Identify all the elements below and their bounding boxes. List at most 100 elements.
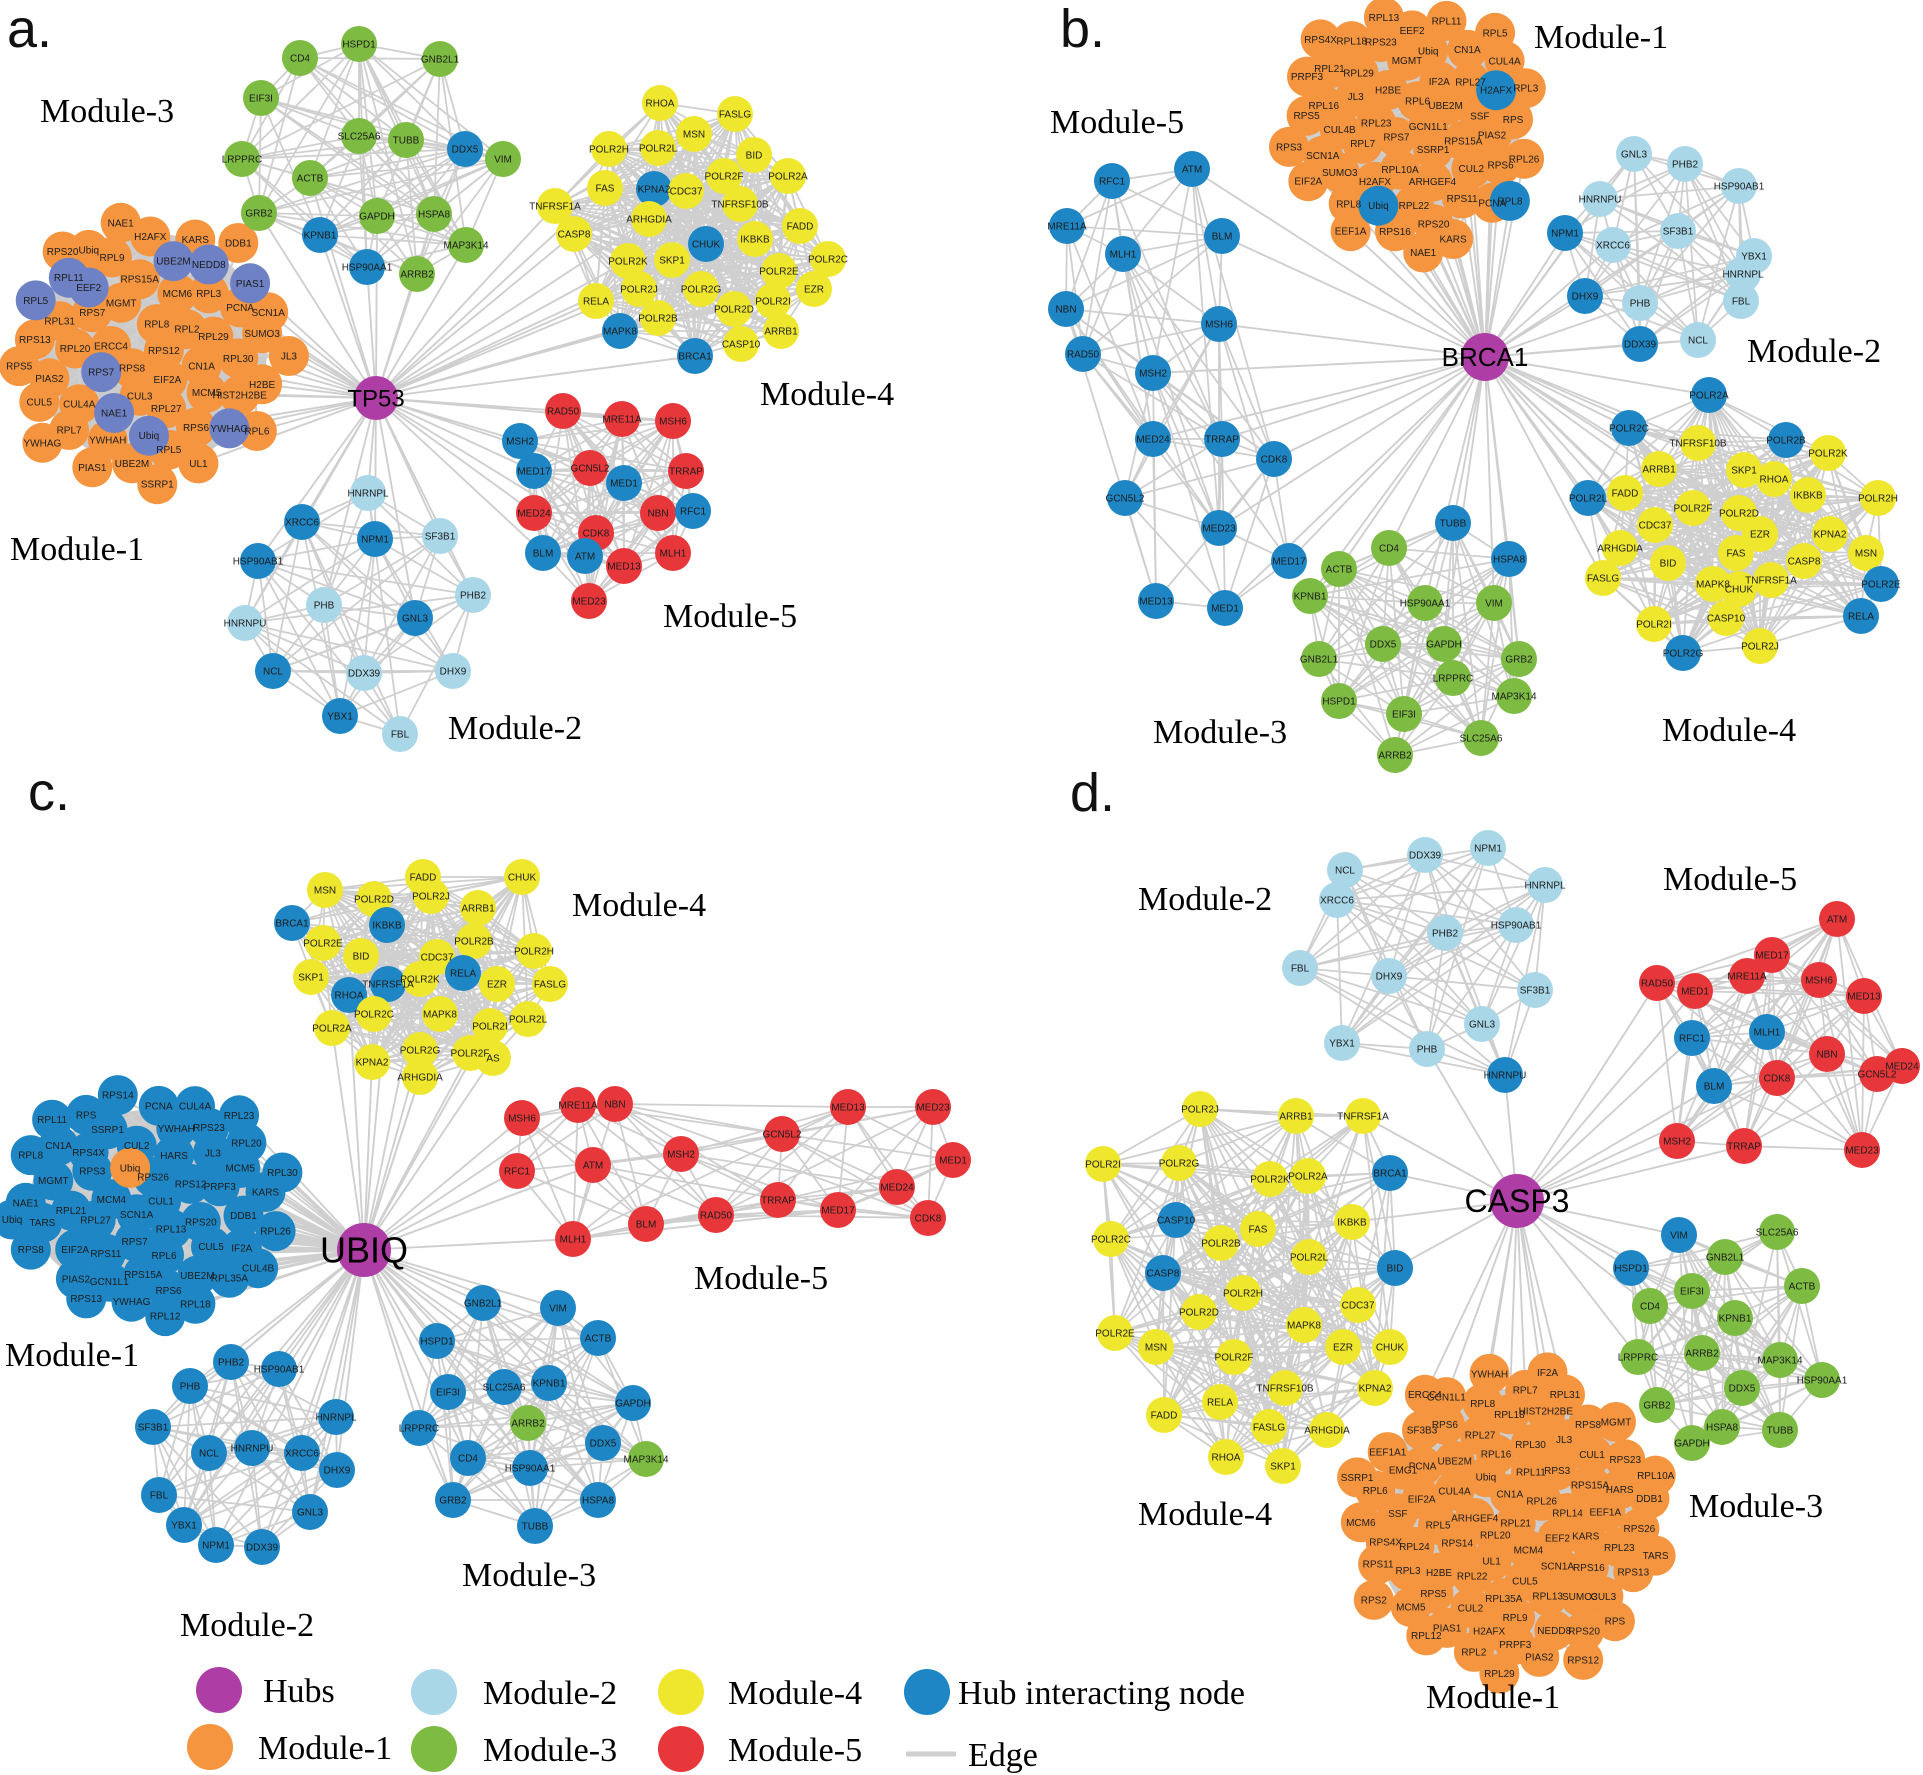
svg-text:EZR: EZR bbox=[804, 285, 824, 296]
svg-text:RPL21: RPL21 bbox=[1314, 64, 1345, 75]
svg-text:RPS15A: RPS15A bbox=[121, 275, 160, 286]
svg-text:EZR: EZR bbox=[1333, 1343, 1353, 1354]
svg-text:POLR2C: POLR2C bbox=[1091, 1235, 1131, 1246]
svg-text:POLR2C: POLR2C bbox=[808, 255, 848, 266]
svg-text:MED23: MED23 bbox=[1845, 1146, 1879, 1157]
svg-text:CD4: CD4 bbox=[290, 54, 310, 65]
svg-text:NPM1: NPM1 bbox=[1474, 844, 1502, 855]
svg-text:POLR2I: POLR2I bbox=[755, 297, 791, 308]
svg-text:CD4: CD4 bbox=[458, 1454, 478, 1465]
svg-text:POLR2D: POLR2D bbox=[1719, 509, 1759, 520]
svg-text:CUL5: CUL5 bbox=[1512, 1576, 1538, 1587]
svg-text:Module-5: Module-5 bbox=[1050, 104, 1184, 141]
svg-text:ARHGDIA: ARHGDIA bbox=[397, 1073, 443, 1084]
svg-text:CDC37: CDC37 bbox=[1342, 1301, 1375, 1312]
svg-text:RPS16: RPS16 bbox=[1573, 1563, 1605, 1574]
svg-text:CDC37: CDC37 bbox=[421, 953, 454, 964]
svg-text:RPS14: RPS14 bbox=[1441, 1539, 1473, 1550]
svg-text:UL1: UL1 bbox=[189, 459, 208, 470]
svg-text:H2AFX: H2AFX bbox=[1473, 1627, 1506, 1638]
svg-text:GAPDH: GAPDH bbox=[359, 212, 395, 223]
svg-text:RPS26: RPS26 bbox=[1624, 1524, 1656, 1535]
svg-text:RPS5: RPS5 bbox=[1294, 111, 1321, 122]
svg-text:SF3B1: SF3B1 bbox=[138, 1423, 169, 1434]
svg-text:CDK8: CDK8 bbox=[583, 529, 610, 540]
svg-text:CUL3: CUL3 bbox=[1591, 1592, 1617, 1603]
svg-text:POLR2K: POLR2K bbox=[608, 257, 648, 268]
svg-text:HNRNPU: HNRNPU bbox=[1484, 1071, 1527, 1082]
svg-text:Edge: Edge bbox=[968, 1737, 1038, 1774]
svg-text:POLR2D: POLR2D bbox=[1179, 1308, 1219, 1319]
svg-text:POLR2G: POLR2G bbox=[1159, 1159, 1200, 1170]
svg-text:SSRP1: SSRP1 bbox=[1417, 145, 1450, 156]
svg-text:POLR2J: POLR2J bbox=[1181, 1105, 1219, 1116]
svg-text:NAE1: NAE1 bbox=[1410, 248, 1437, 259]
svg-text:EIF3I: EIF3I bbox=[1680, 1287, 1704, 1298]
svg-text:FADD: FADD bbox=[1151, 1411, 1178, 1422]
svg-text:Module-1: Module-1 bbox=[10, 531, 144, 568]
svg-text:Ubiq: Ubiq bbox=[120, 1163, 141, 1174]
svg-text:RPS20: RPS20 bbox=[1418, 220, 1450, 231]
svg-text:GRB2: GRB2 bbox=[1505, 655, 1533, 666]
svg-text:TNFRSF10B: TNFRSF10B bbox=[1256, 1384, 1314, 1395]
svg-text:GCN5L2: GCN5L2 bbox=[763, 1130, 802, 1141]
svg-text:HNRNPU: HNRNPU bbox=[1579, 195, 1622, 206]
svg-text:RPL12: RPL12 bbox=[150, 1312, 181, 1323]
svg-text:HSPD1: HSPD1 bbox=[342, 40, 376, 51]
svg-text:YBX1: YBX1 bbox=[1741, 252, 1767, 263]
svg-text:CUL2: CUL2 bbox=[1458, 1603, 1484, 1614]
svg-text:DHX9: DHX9 bbox=[440, 667, 467, 678]
svg-text:SLC25A6: SLC25A6 bbox=[338, 132, 381, 143]
svg-text:SKP1: SKP1 bbox=[298, 973, 324, 984]
svg-text:RPS6: RPS6 bbox=[1488, 161, 1515, 172]
svg-text:ATM: ATM bbox=[583, 1161, 603, 1172]
svg-text:TRRAP: TRRAP bbox=[669, 467, 703, 478]
svg-text:RHOA: RHOA bbox=[335, 991, 364, 1002]
svg-text:TNFRSF10B: TNFRSF10B bbox=[1669, 439, 1727, 450]
svg-text:CASP3: CASP3 bbox=[1465, 1183, 1570, 1219]
svg-text:MLH1: MLH1 bbox=[560, 1235, 587, 1246]
svg-text:Module-5: Module-5 bbox=[728, 1732, 862, 1769]
svg-text:Ubiq: Ubiq bbox=[2, 1215, 23, 1226]
svg-text:GRB2: GRB2 bbox=[245, 209, 273, 220]
svg-text:BRCA1: BRCA1 bbox=[1442, 342, 1529, 372]
svg-text:FASLG: FASLG bbox=[534, 980, 566, 991]
svg-text:RPL8: RPL8 bbox=[18, 1151, 43, 1162]
svg-text:KPNB1: KPNB1 bbox=[1719, 1314, 1752, 1325]
svg-text:MCM4: MCM4 bbox=[1514, 1546, 1544, 1557]
svg-text:BID: BID bbox=[1660, 559, 1677, 570]
svg-text:RPL6: RPL6 bbox=[1363, 1486, 1388, 1497]
svg-text:RPL18: RPL18 bbox=[1336, 37, 1367, 48]
svg-text:PIAS2: PIAS2 bbox=[1525, 1652, 1554, 1663]
svg-text:ARRB1: ARRB1 bbox=[1642, 465, 1676, 476]
svg-text:RPL8: RPL8 bbox=[1336, 199, 1361, 210]
svg-text:RPL22: RPL22 bbox=[1457, 1571, 1488, 1582]
svg-text:MLH1: MLH1 bbox=[660, 549, 687, 560]
svg-text:RPL12: RPL12 bbox=[1411, 1631, 1442, 1642]
svg-text:SUMO3: SUMO3 bbox=[1562, 1592, 1598, 1603]
svg-text:ACTB: ACTB bbox=[1789, 1282, 1816, 1293]
svg-text:BID: BID bbox=[746, 151, 763, 162]
svg-text:MED13: MED13 bbox=[607, 562, 641, 573]
svg-text:NAE1: NAE1 bbox=[101, 409, 128, 420]
svg-text:POLR2L: POLR2L bbox=[509, 1015, 548, 1026]
svg-text:TUBB: TUBB bbox=[393, 136, 420, 147]
svg-text:MED1: MED1 bbox=[1681, 987, 1709, 998]
svg-text:Ubiq: Ubiq bbox=[1476, 1473, 1497, 1484]
svg-text:EIF3I: EIF3I bbox=[1392, 710, 1416, 721]
svg-text:HSPA8: HSPA8 bbox=[1493, 555, 1525, 566]
svg-text:POLR2E: POLR2E bbox=[759, 267, 799, 278]
svg-text:MAP3K14: MAP3K14 bbox=[623, 1455, 668, 1466]
svg-text:RPL13: RPL13 bbox=[156, 1225, 187, 1236]
svg-text:Module-4: Module-4 bbox=[1662, 712, 1796, 749]
svg-text:TARS: TARS bbox=[29, 1218, 55, 1229]
svg-text:Module-2: Module-2 bbox=[448, 710, 582, 747]
svg-text:RFC1: RFC1 bbox=[680, 507, 707, 518]
svg-text:GRB2: GRB2 bbox=[439, 1496, 467, 1507]
svg-text:YWHAG: YWHAG bbox=[24, 438, 62, 449]
svg-text:POLR2A: POLR2A bbox=[1689, 391, 1729, 402]
svg-text:JL3: JL3 bbox=[281, 352, 298, 363]
svg-text:Hubs: Hubs bbox=[263, 1673, 335, 1710]
svg-text:HNRNPL: HNRNPL bbox=[315, 1413, 357, 1424]
svg-text:FBL: FBL bbox=[1732, 297, 1751, 308]
